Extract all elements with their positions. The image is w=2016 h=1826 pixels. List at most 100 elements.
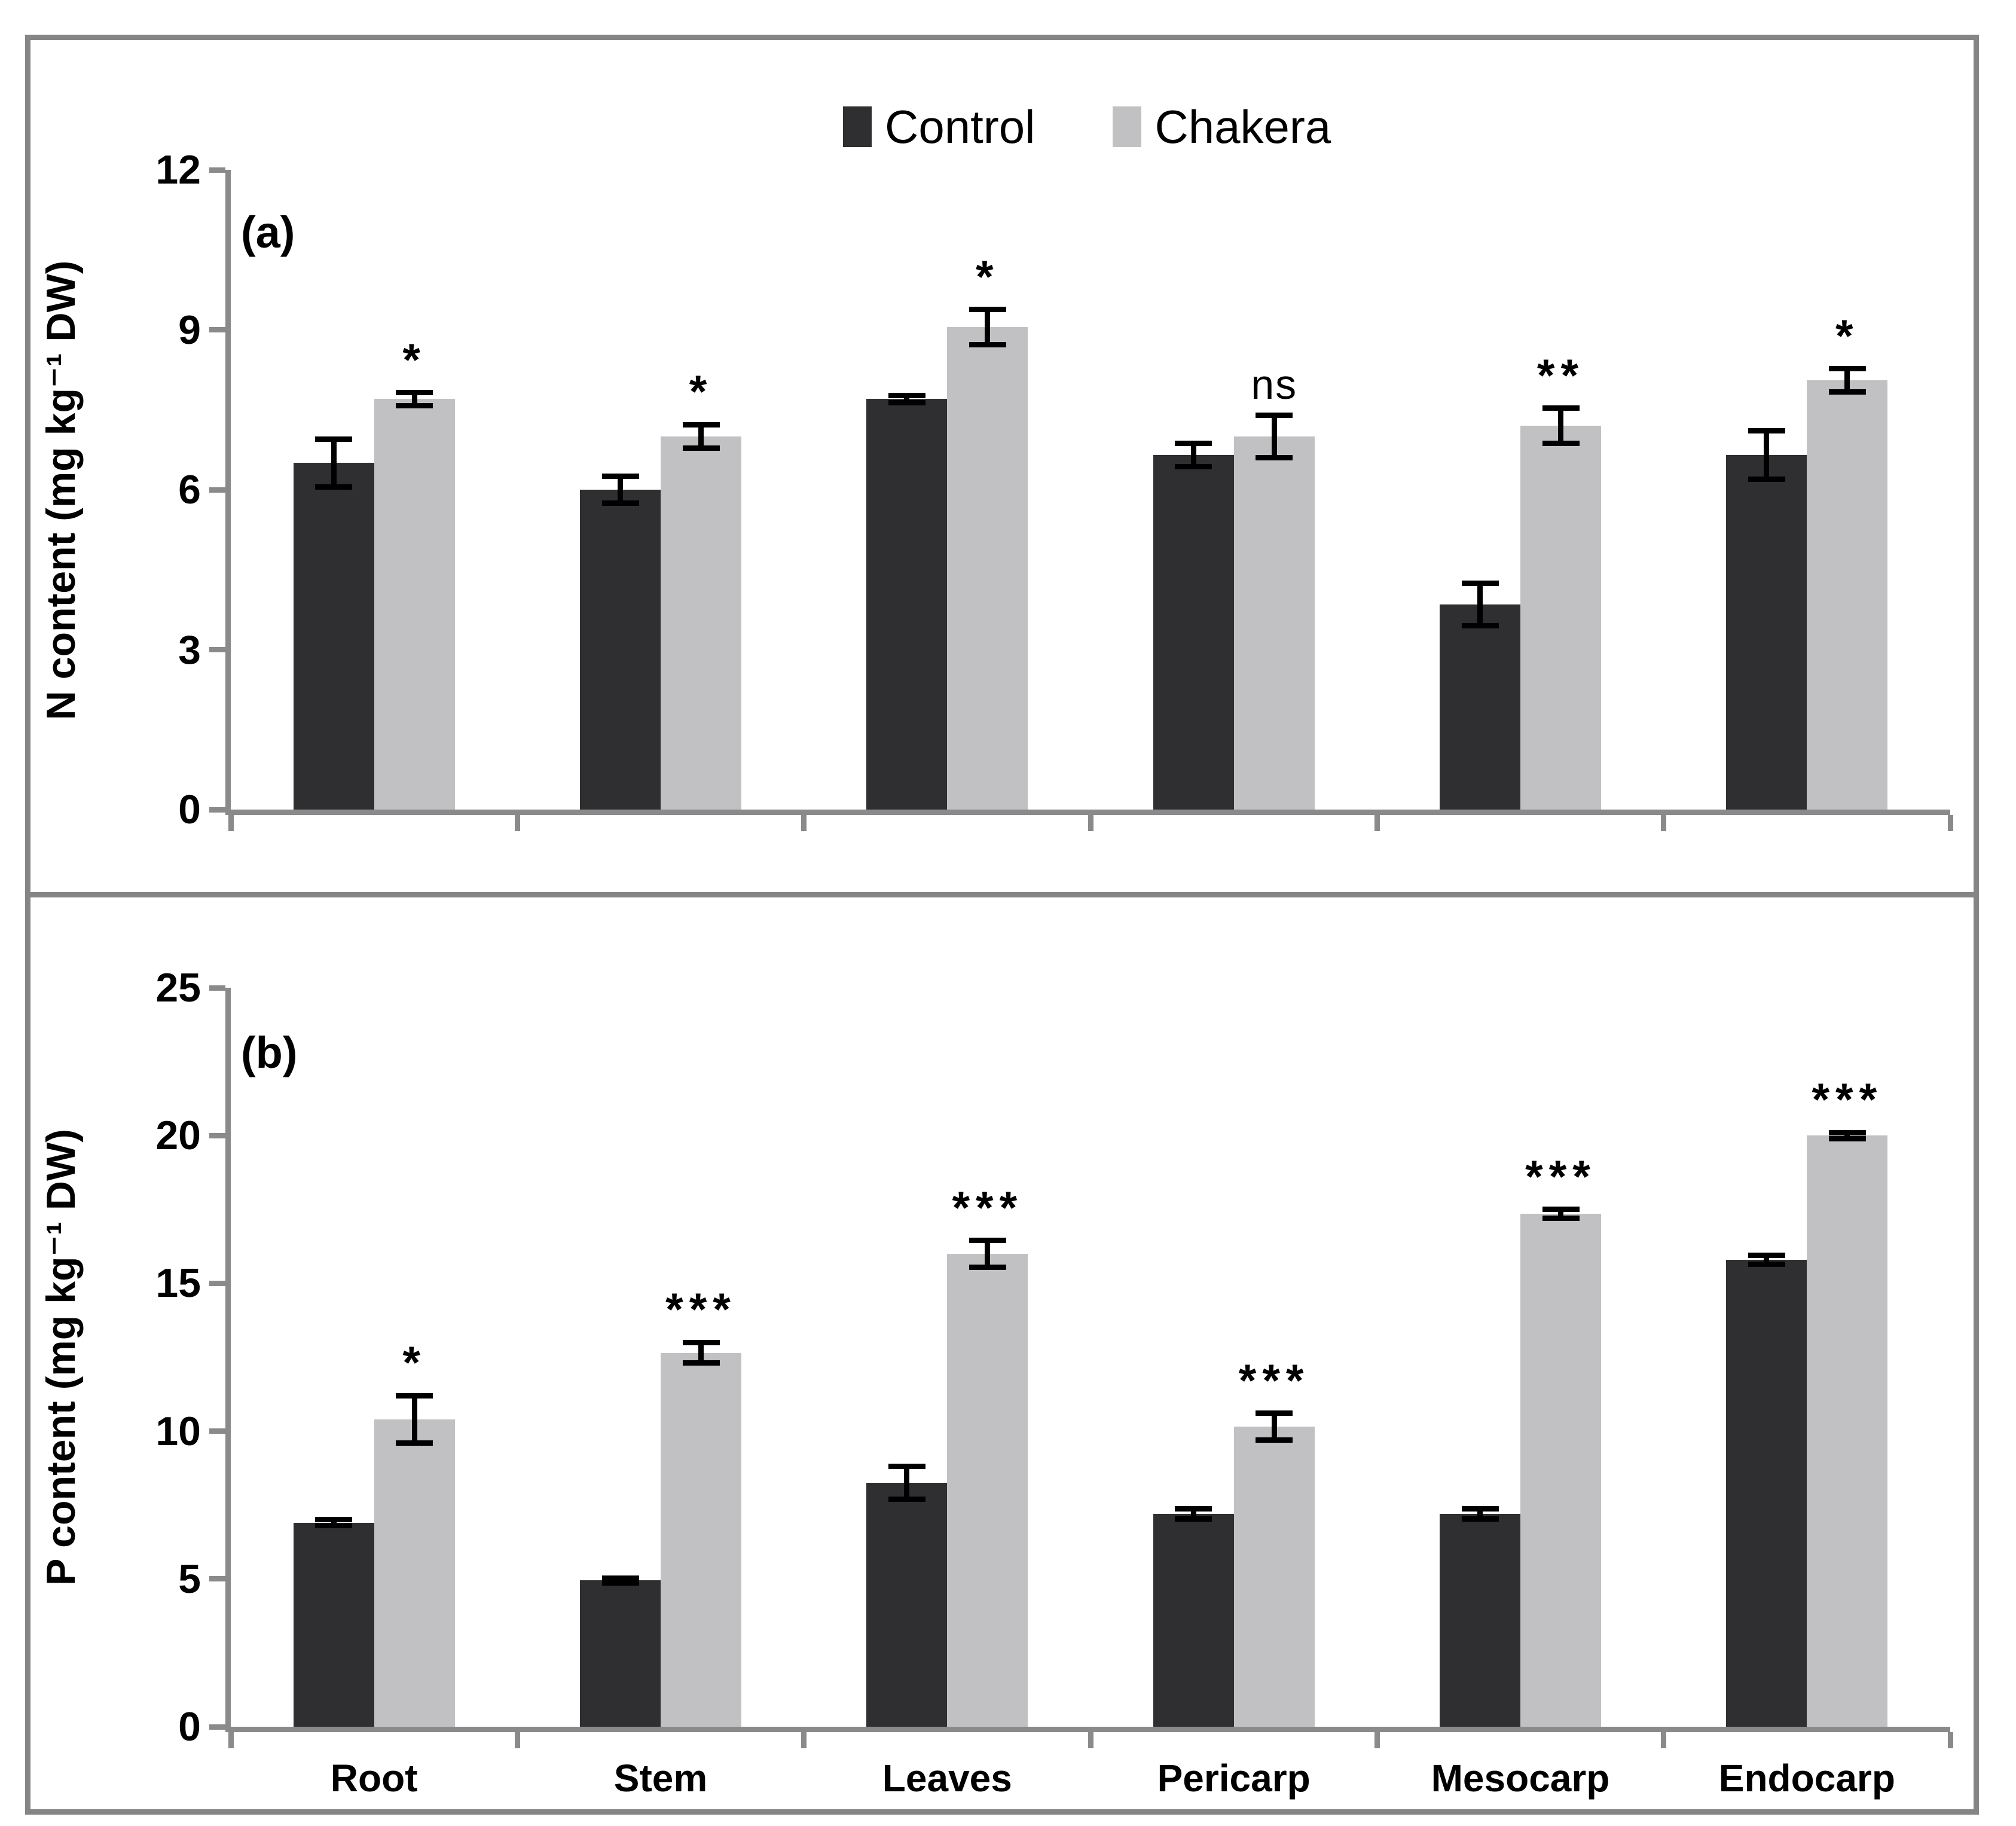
- y-tick-mark: [209, 167, 225, 173]
- legend-item-chakera: Chakera: [1113, 103, 1331, 150]
- y-tick-mark: [209, 1132, 225, 1138]
- error-bar-whisker: [618, 476, 623, 503]
- x-tick-mark: [1088, 815, 1093, 831]
- error-bar-cap-upper: [1542, 1207, 1580, 1213]
- x-tick-mark: [801, 1732, 807, 1748]
- error-bar-whisker: [1477, 583, 1483, 626]
- panel-b-label: (b): [241, 1028, 298, 1077]
- error-bar-cap-upper: [682, 1339, 720, 1345]
- error-bar-whisker: [1558, 408, 1563, 444]
- significance-label-leaves: ***: [952, 1182, 1024, 1233]
- y-tick-mark: [209, 327, 225, 332]
- error-bar-cap-upper: [1256, 412, 1293, 418]
- bar-control-endocarp: [1726, 1259, 1807, 1727]
- y-tick-mark: [209, 1576, 225, 1582]
- error-bar-cap-lower: [1748, 1261, 1785, 1267]
- significance-label-root: *: [402, 1338, 426, 1389]
- significance-label-pericarp: ns: [1251, 361, 1298, 408]
- y-tick-label: 12: [155, 147, 201, 193]
- y-tick-label: 3: [178, 627, 201, 673]
- error-bar-whisker: [411, 1396, 417, 1443]
- error-bar-whisker: [1190, 1509, 1196, 1519]
- error-bar-cap-lower: [396, 1440, 433, 1446]
- panel-divider: [25, 892, 1979, 897]
- error-bar-whisker: [1271, 415, 1277, 458]
- error-bar-cap-lower: [969, 1264, 1006, 1270]
- error-bar-cap-upper: [601, 1575, 639, 1581]
- bar-chakera-endocarp: [1807, 1135, 1888, 1727]
- category-label-mesocarp: Mesocarp: [1431, 1757, 1610, 1800]
- error-bar-cap-upper: [682, 422, 720, 428]
- x-tick-mark: [801, 815, 807, 831]
- error-bar-cap-lower: [682, 1360, 720, 1366]
- bar-control-leaves: [866, 1483, 948, 1727]
- panel-b-plot-area: 0 5 10 15 20 25 * *** *** *** *** ***: [155, 967, 1953, 1748]
- error-bar-whisker: [985, 309, 991, 345]
- error-bar-whisker: [411, 392, 417, 406]
- error-bar-cap-lower: [1542, 440, 1580, 446]
- panel-a-plot-area: 0 3 6 9 12 * * * ns ** *: [155, 149, 1953, 831]
- significance-label-stem: *: [689, 367, 713, 418]
- error-bar-cap-upper: [1175, 1506, 1212, 1512]
- legend-label-chakera: Chakera: [1154, 100, 1331, 153]
- error-bar-cap-upper: [1748, 428, 1785, 434]
- bar-control-mesocarp: [1440, 1514, 1520, 1727]
- control-swatch-icon: [843, 106, 872, 147]
- error-bar-cap-lower: [969, 341, 1006, 347]
- significance-label-endocarp: *: [1835, 310, 1859, 362]
- bar-chakera-mesocarp: [1520, 1214, 1601, 1727]
- bar-control-root: [293, 1522, 374, 1727]
- bar-control-stem: [580, 1580, 661, 1727]
- error-bar-cap-lower: [888, 400, 925, 406]
- bar-control-stem: [580, 490, 661, 810]
- error-bar-cap-lower: [1748, 476, 1785, 482]
- error-bar-cap-lower: [315, 484, 353, 490]
- error-bar-cap-upper: [888, 1464, 925, 1470]
- x-tick-mark: [514, 1732, 520, 1748]
- error-bar-whisker: [698, 425, 704, 448]
- error-bar-cap-upper: [315, 436, 353, 442]
- bar-control-mesocarp: [1440, 604, 1520, 810]
- error-bar-cap-upper: [1461, 580, 1499, 586]
- y-tick-label: 9: [178, 307, 201, 353]
- y-tick-label: 6: [178, 467, 201, 512]
- error-bar-cap-upper: [1461, 1506, 1499, 1512]
- x-tick-mark: [1947, 815, 1953, 831]
- error-bar-cap-lower: [682, 445, 720, 451]
- y-tick-mark: [209, 807, 225, 813]
- bar-control-pericarp: [1153, 1514, 1234, 1727]
- error-bar-whisker: [1844, 1132, 1850, 1139]
- significance-label-mesocarp: ***: [1525, 1151, 1596, 1202]
- category-label-root: Root: [330, 1757, 418, 1800]
- significance-label-endocarp: ***: [1812, 1074, 1883, 1126]
- x-tick-mark: [1088, 1732, 1093, 1748]
- y-tick-label: 0: [178, 787, 201, 832]
- bar-chakera-root: [374, 1419, 455, 1727]
- error-bar-cap-lower: [1461, 622, 1499, 628]
- panel-a-y-axis-title: N content (mg kg⁻¹ DW): [38, 260, 84, 720]
- error-bar-cap-lower: [1828, 389, 1866, 395]
- significance-label-root: *: [402, 334, 426, 386]
- error-bar-cap-lower: [601, 1580, 639, 1586]
- panel-b-y-axis-title: P content (mg kg⁻¹ DW): [38, 1129, 84, 1586]
- y-tick-mark: [209, 1724, 225, 1730]
- error-bar-cap-lower: [1256, 455, 1293, 460]
- error-bar-cap-upper: [1748, 1252, 1785, 1258]
- error-bar-cap-upper: [396, 1393, 433, 1398]
- panel-a-label: (a): [241, 207, 295, 257]
- legend: Control Chakera: [843, 91, 1331, 163]
- x-tick-mark: [1374, 815, 1380, 831]
- error-bar-whisker: [1764, 1255, 1770, 1265]
- error-bar-cap-lower: [1461, 1516, 1499, 1522]
- bar-chakera-pericarp: [1233, 1427, 1315, 1727]
- error-bar-whisker: [904, 1466, 910, 1500]
- error-bar-cap-upper: [601, 474, 639, 480]
- bar-control-leaves: [866, 399, 948, 810]
- y-tick-mark: [209, 985, 225, 991]
- bar-chakera-pericarp: [1233, 436, 1315, 810]
- x-tick-mark: [1661, 815, 1667, 831]
- x-tick-mark: [1947, 1732, 1953, 1748]
- error-bar-whisker: [1271, 1413, 1277, 1440]
- significance-label-leaves: *: [976, 251, 1000, 303]
